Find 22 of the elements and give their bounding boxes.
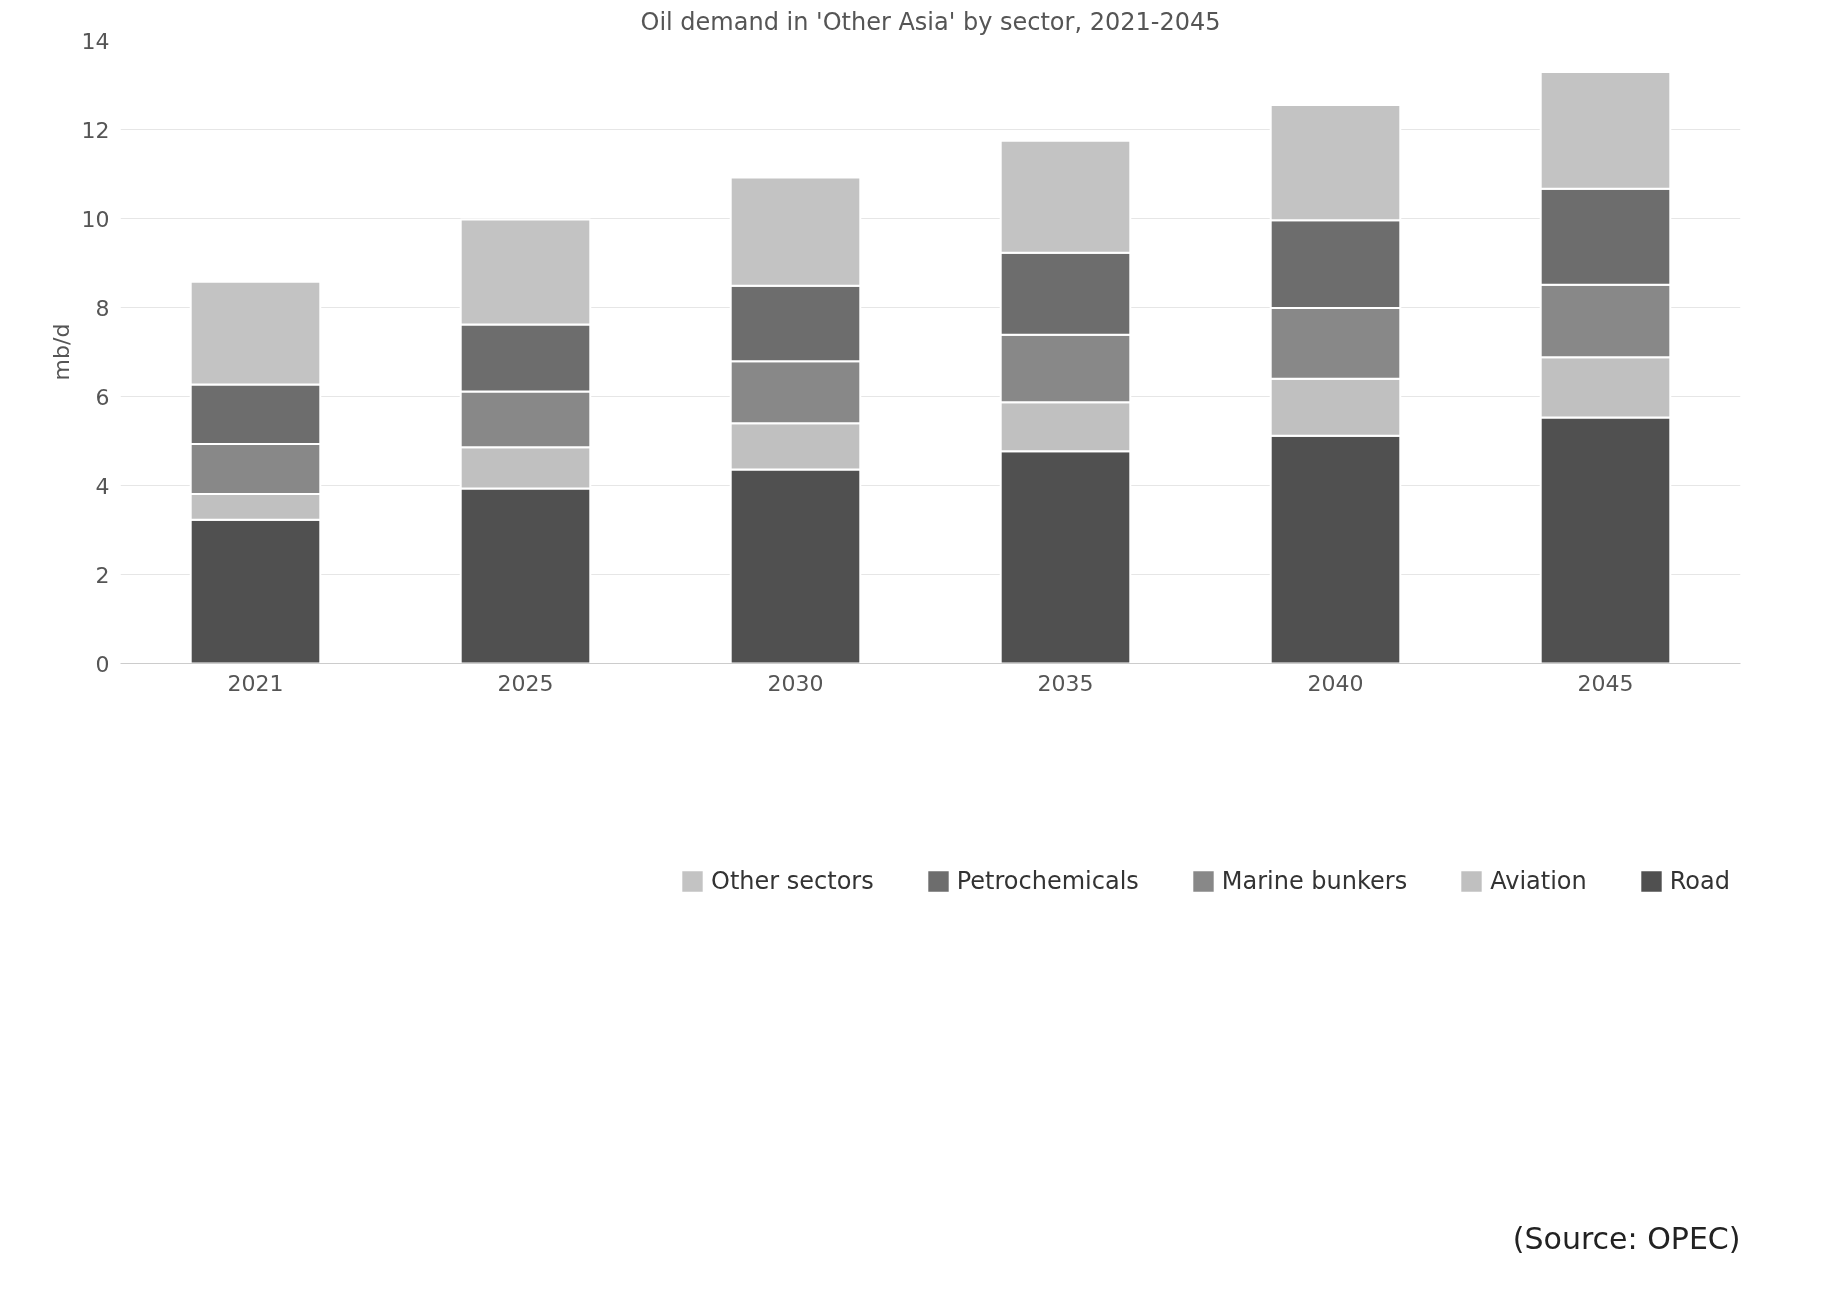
- legend-label: Road: [1669, 867, 1730, 895]
- y-tick-label: 6: [95, 384, 110, 410]
- x-tick-label: 2040: [1307, 670, 1364, 696]
- y-axis-title: mb/d: [48, 323, 74, 381]
- y-tick-label: 12: [81, 117, 110, 143]
- y-tick-label: 14: [81, 28, 110, 54]
- x-tick-label: 2045: [1577, 670, 1634, 696]
- legend-label: Aviation: [1490, 867, 1587, 895]
- y-tick-label: 0: [95, 651, 110, 677]
- legend-label: Other sectors: [711, 867, 874, 895]
- text: (Source: OPEC): [1512, 1220, 1741, 1256]
- x-tick-label: 2025: [497, 670, 554, 696]
- y-tick-label: 10: [81, 206, 110, 232]
- chart-title: Oil demand in 'Other Asia' by sector, 2021-2045: [640, 7, 1221, 36]
- x-tick-label: 2030: [767, 670, 824, 696]
- y-tick-label: 4: [95, 473, 110, 499]
- x-tick-label: 2035: [1037, 670, 1094, 696]
- y-tick-label: 8: [95, 295, 110, 321]
- x-tick-label: 2021: [227, 670, 284, 696]
- legend-label: Marine bunkers: [1221, 867, 1408, 895]
- legend-label: Petrochemicals: [956, 867, 1139, 895]
- y-tick-label: 2: [95, 562, 110, 588]
